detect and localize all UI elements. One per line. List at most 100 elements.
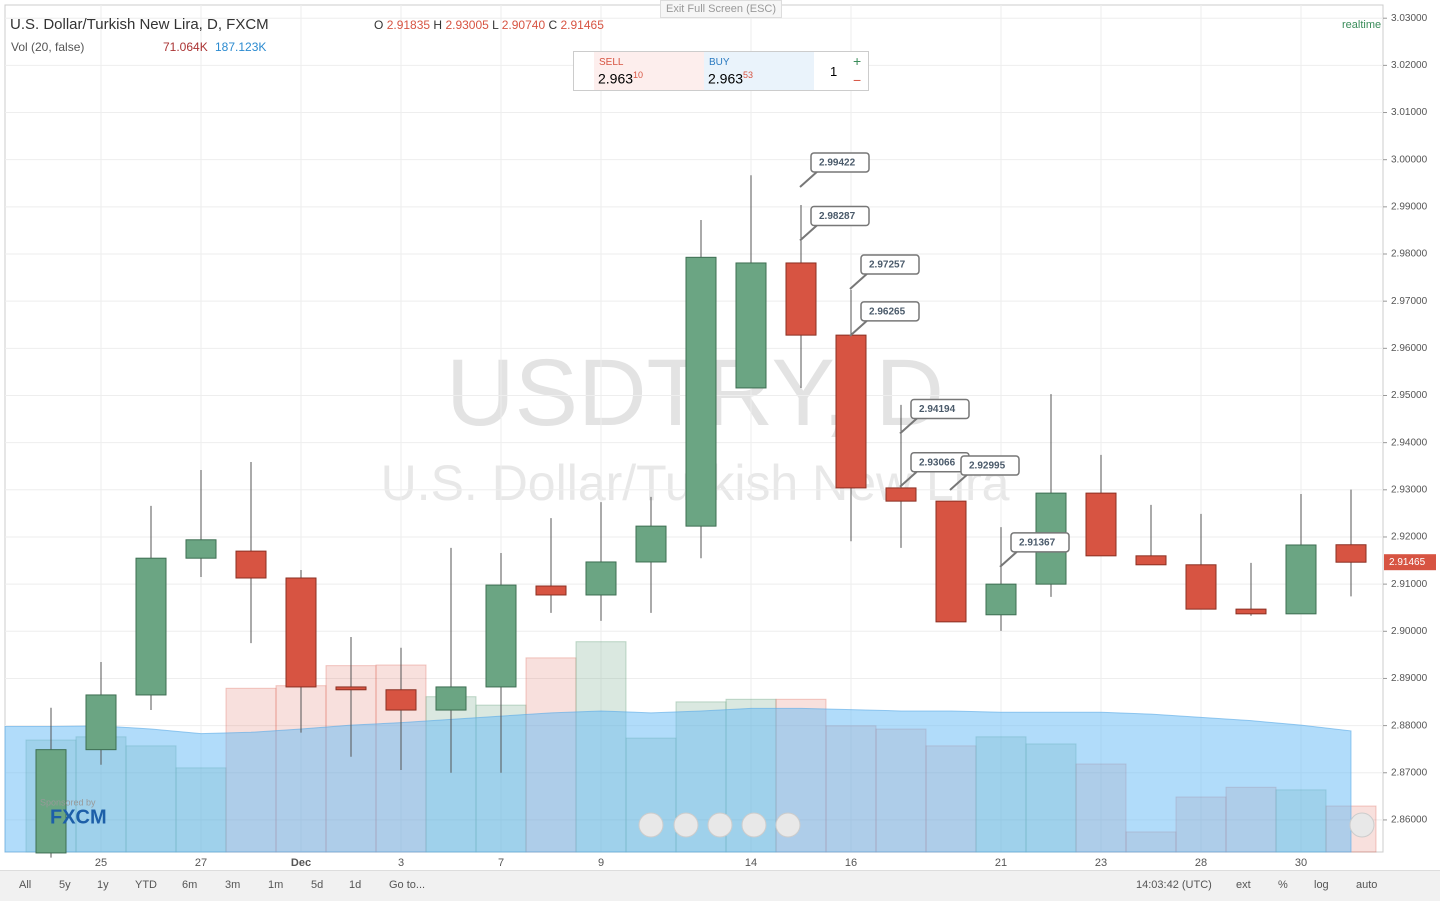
c-value: 2.91465 [560,18,604,32]
y-tick-label: 2.94000 [1391,437,1428,448]
callout-pointer [799,222,820,242]
sell-sup: 10 [633,70,644,80]
nav-buttons [638,812,1375,838]
candle-body [1185,564,1217,610]
buy-button[interactable]: BUY 2.96353 [704,52,814,90]
x-tick-label: 7 [498,857,504,869]
h-value: 2.93005 [445,18,489,32]
sell-price: 2.96310 [598,70,643,87]
qty-plus[interactable]: + [853,53,862,69]
option-button[interactable]: auto [1356,879,1378,891]
y-tick-label: 2.93000 [1391,484,1428,495]
sell-button[interactable]: SELL 2.96310 [594,52,704,90]
zoom-out[interactable] [673,812,699,838]
scroll-left[interactable] [638,812,664,838]
range-button[interactable]: 1y [97,879,109,891]
x-tick-label: 14 [745,857,757,869]
candle-body [735,262,767,389]
sell-label: SELL [599,57,624,68]
realtime: realtime [1342,19,1382,31]
scroll-right[interactable] [775,812,801,838]
callout-label: 2.93066 [919,457,956,468]
x-tick-label: 27 [195,857,207,869]
candle-body [885,487,917,502]
buy-price: 2.96353 [708,70,753,87]
range-button[interactable]: 3m [225,879,241,891]
l-label: L [492,18,499,32]
scroll-end[interactable] [1349,812,1375,838]
candle-body [585,561,617,596]
x-tick-label: 21 [995,857,1007,869]
x-tick-label: 3 [398,857,404,869]
x-tick-label: 30 [1295,857,1307,869]
callout-box [860,301,920,322]
callout-label: 2.99422 [819,158,856,169]
l-value: 2.90740 [501,18,546,32]
option-button[interactable]: log [1314,879,1329,891]
buy-label: BUY [709,57,730,68]
buy-sup: 53 [743,70,754,80]
range-button[interactable]: YTD [135,879,157,891]
range-button[interactable]: 5y [59,879,71,891]
zoom-in[interactable] [741,812,767,838]
candle-body [1285,544,1317,615]
quantity[interactable]: 1 [830,64,838,79]
sponsor-text: Sponsored by [40,797,96,807]
callout-box [1010,532,1070,553]
range-button[interactable]: 5d [311,879,324,891]
x-tick-label: 9 [598,857,604,869]
vol-ma-value: 187.123K [215,40,267,54]
buy-main: 2.963 [708,70,744,87]
option-button[interactable]: ext [1236,879,1251,891]
callout-label: 2.91367 [1019,537,1056,548]
vol-title[interactable]: Vol (20, false) [11,40,85,54]
sell-main: 2.963 [598,70,634,87]
c-label: C [548,18,558,32]
callout-pointer [999,549,1020,568]
y-tick-label: 2.98000 [1391,249,1428,260]
candle-body [385,689,417,711]
sponsor-brand: FXCM [50,806,107,828]
range-button[interactable]: 6m [182,879,198,891]
y-tick-label: 2.92000 [1391,532,1428,543]
y-tick-label: 2.87000 [1391,767,1428,778]
range-button[interactable]: 1m [268,879,284,891]
x-tick-label: 16 [845,857,857,869]
callout-label: 2.94194 [919,404,956,415]
candle-body [535,585,567,596]
callout-label: 2.97257 [869,260,906,271]
candle-body [985,583,1017,616]
callout-pointer [849,318,870,337]
callout-box [810,152,870,173]
candle-body [335,686,367,691]
candle-body [285,577,317,688]
y-tick-label: 2.99000 [1391,201,1428,212]
symbol-title[interactable]: U.S. Dollar/Turkish New Lira, D, FXCM [10,16,269,33]
y-tick-label: 2.86000 [1391,815,1428,826]
reset[interactable] [707,812,733,838]
y-tick-label: 2.96000 [1391,343,1428,354]
callout-pointer [849,271,870,290]
candle-body [635,525,667,563]
callout-box [810,205,870,227]
option-button[interactable]: % [1278,879,1288,891]
toolbar: All 5y 1y YTD 6m 3m 1m 5d 1d Go to... 14:03:42 (UT… [0,870,1440,901]
y-tick-label: 2.97000 [1391,296,1428,307]
h-label: H [433,18,443,32]
callout-pointer [949,472,970,491]
qty-minus[interactable]: − [853,72,862,88]
range-button[interactable]: All [19,879,32,891]
trade-panel: SELL 2.96310 BUY 2.96353 1 + − [573,51,869,91]
callout-pointer [899,415,920,435]
candle-body [935,500,967,623]
candle-body [135,557,167,696]
y-tick-label: 2.95000 [1391,390,1428,401]
o-value: 2.91835 [386,18,431,32]
callout-label: 2.98287 [819,211,856,222]
exit-fullscreen[interactable]: Exit Full Screen (ESC) [660,0,782,18]
clock: 14:03:42 (UTC) [1136,879,1212,891]
range-button[interactable]: 1d [349,879,362,891]
range-button[interactable]: Go to... [389,879,426,891]
candle-body [35,749,67,854]
candle-body [1235,608,1267,615]
